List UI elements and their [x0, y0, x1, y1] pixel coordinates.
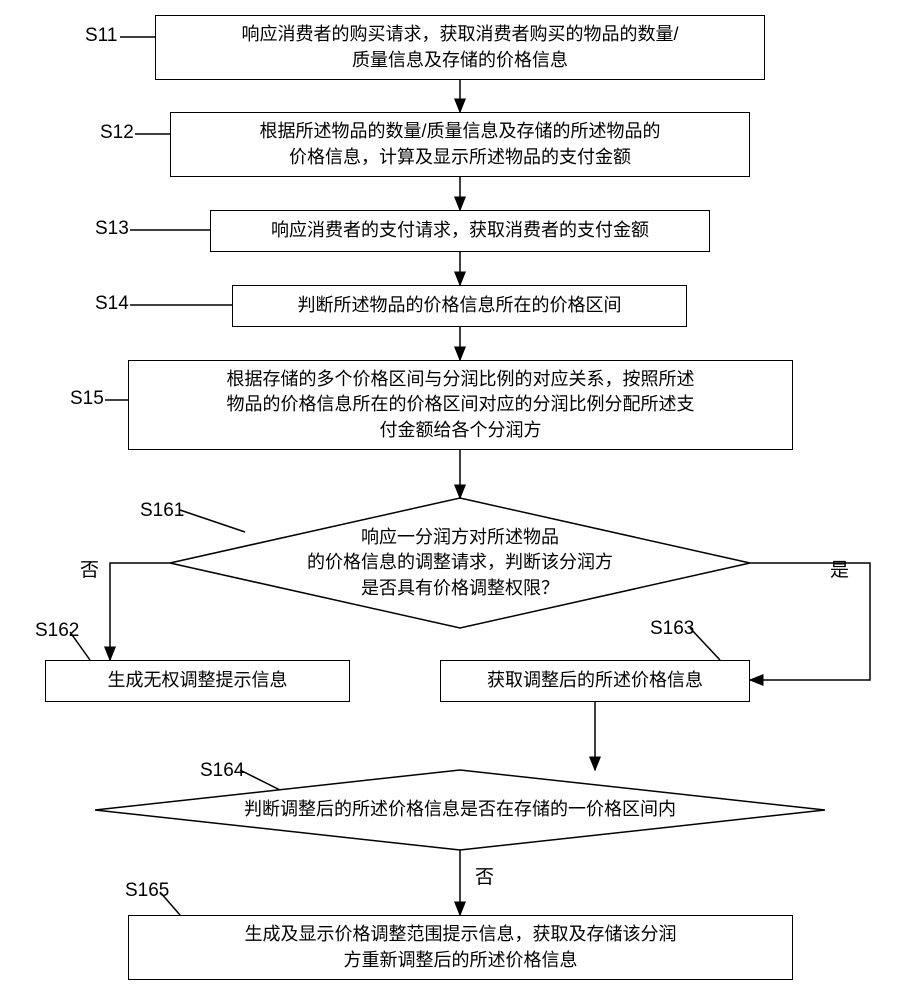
step-s163-box: 获取调整后的所述价格信息 [440, 660, 750, 702]
decision-s164-text: 判断调整后的所述价格信息是否在存储的一价格区间内 [244, 797, 676, 822]
step-s13-text: 响应消费者的支付请求，获取消费者的支付金额 [271, 218, 649, 243]
label-s12: S12 [100, 122, 134, 144]
step-s11-text: 响应消费者的购买请求，获取消费者购买的物品的数量/质量信息及存储的价格信息 [242, 22, 679, 72]
label-s15: S15 [70, 388, 104, 410]
step-s13-box: 响应消费者的支付请求，获取消费者的支付金额 [210, 210, 710, 252]
decision-s161-text-wrap: 响应一分润方对所述物品的价格信息的调整请求，判断该分润方是否具有价格调整权限？ [260, 520, 660, 606]
step-s162-box: 生成无权调整提示信息 [45, 660, 350, 702]
step-s15-box: 根据存储的多个价格区间与分润比例的对应关系，按照所述物品的价格信息所在的价格区间… [128, 360, 793, 450]
label-s165: S165 [125, 880, 169, 902]
step-s15-text: 根据存储的多个价格区间与分润比例的对应关系，按照所述物品的价格信息所在的价格区间… [227, 367, 695, 443]
step-s12-box: 根据所述物品的数量/质量信息及存储的所述物品的价格信息，计算及显示所述物品的支付… [170, 112, 750, 177]
step-s162-text: 生成无权调整提示信息 [108, 668, 288, 693]
label-s164: S164 [200, 760, 244, 782]
step-s165-text: 生成及显示价格调整范围提示信息，获取及存储该分润方重新调整后的所述价格信息 [245, 922, 677, 972]
step-s14-text: 判断所述物品的价格信息所在的价格区间 [298, 293, 622, 318]
decision-s161-text: 响应一分润方对所述物品的价格信息的调整请求，判断该分润方是否具有价格调整权限？ [307, 525, 613, 601]
edge-no1: 否 [80, 555, 99, 582]
step-s12-text: 根据所述物品的数量/质量信息及存储的所述物品的价格信息，计算及显示所述物品的支付… [260, 119, 661, 169]
step-s165-box: 生成及显示价格调整范围提示信息，获取及存储该分润方重新调整后的所述价格信息 [128, 915, 793, 980]
step-s14-box: 判断所述物品的价格信息所在的价格区间 [232, 285, 687, 327]
edge-no2: 否 [475, 862, 494, 889]
label-s14: S14 [95, 293, 129, 315]
label-s161: S161 [140, 500, 184, 522]
step-s11-box: 响应消费者的购买请求，获取消费者购买的物品的数量/质量信息及存储的价格信息 [155, 15, 765, 80]
label-s13: S13 [95, 218, 129, 240]
edge-yes1: 是 [830, 555, 849, 582]
label-s162: S162 [35, 620, 79, 642]
label-s11: S11 [85, 25, 117, 47]
decision-s164-text-wrap: 判断调整后的所述价格信息是否在存储的一价格区间内 [180, 793, 740, 827]
step-s163-text: 获取调整后的所述价格信息 [487, 668, 703, 693]
label-s163: S163 [650, 618, 694, 640]
